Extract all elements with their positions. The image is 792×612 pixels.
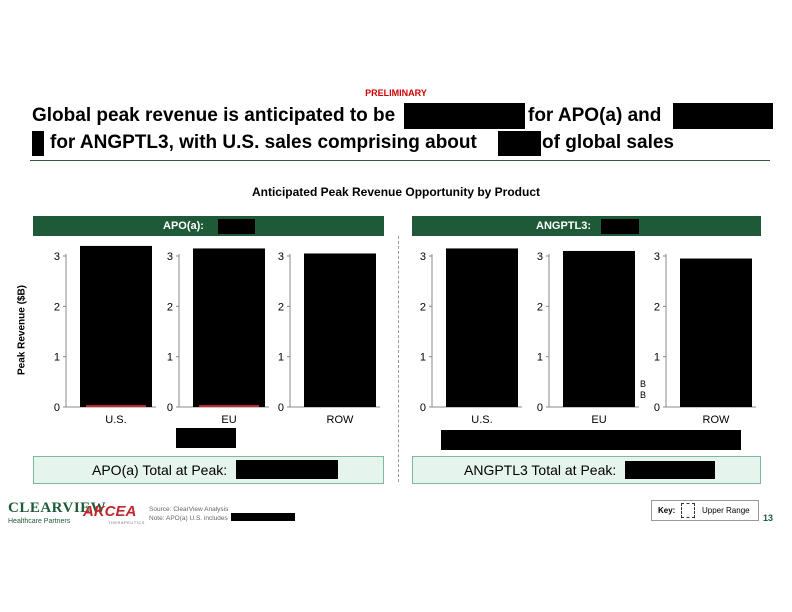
y-tick-label: 1	[654, 352, 660, 364]
panel-divider	[398, 236, 399, 482]
redacted-block	[498, 131, 541, 156]
apo-total-label: APO(a) Total at Peak:	[92, 462, 228, 478]
redacted-block	[441, 430, 741, 450]
x-category-label: EU	[591, 414, 606, 426]
y-tick-label: 0	[54, 402, 60, 414]
headline-line-1: Global peak revenue is anticipated to be	[32, 104, 772, 128]
y-tick-label: 2	[537, 301, 543, 313]
y-tick-label: 3	[654, 251, 660, 263]
y-tick-label: 0	[420, 402, 426, 414]
key-item-label: Upper Range	[702, 506, 750, 515]
angptl3-total-label: ANGPTL3 Total at Peak:	[464, 462, 617, 478]
redacted-block	[625, 461, 715, 479]
redacted-block	[601, 219, 639, 234]
apo-header-label: APO(a):	[163, 220, 204, 232]
bar	[80, 245, 152, 407]
preliminary-label: PRELIMINARY	[365, 88, 427, 98]
y-tick-label: 2	[54, 301, 60, 313]
apo-panel-header: APO(a):	[33, 216, 384, 236]
y-tick-label: 1	[167, 352, 173, 364]
source-note: Source: ClearView Analysis Note: APO(a) …	[149, 505, 228, 523]
key-label: Key:	[658, 506, 676, 515]
bar-annotation: B	[640, 379, 646, 389]
bar-base-accent	[86, 405, 146, 407]
redacted-block	[673, 103, 773, 129]
redacted-block	[176, 428, 236, 448]
angptl3-panel-header: ANGPTL3:	[412, 216, 761, 236]
y-tick-label: 1	[420, 352, 426, 364]
angptl3-total-box: ANGPTL3 Total at Peak:	[412, 456, 761, 484]
headline-text: for APO(a) and	[528, 105, 662, 126]
y-tick-label: 0	[278, 402, 284, 414]
akcea-logo-subtitle: THERAPEUTICS	[108, 520, 145, 525]
x-category-label: EU	[221, 414, 236, 426]
chart-title: Anticipated Peak Revenue Opportunity by …	[251, 185, 541, 199]
bar-annotation: B	[640, 390, 646, 400]
redacted-block	[32, 131, 44, 156]
headline-line-2: for ANGPTL3, with U.S. sales comprising …	[50, 132, 477, 153]
akcea-logo-text: AKCEA	[83, 503, 137, 520]
source-line: Source: ClearView Analysis	[149, 506, 229, 513]
bar	[193, 248, 265, 407]
y-tick-label: 1	[278, 352, 284, 364]
x-category-label: ROW	[327, 414, 355, 426]
x-category-label: U.S.	[105, 414, 126, 426]
akcea-logo: AKCEA	[83, 503, 136, 520]
y-tick-label: 0	[537, 402, 543, 414]
redacted-block	[236, 460, 338, 479]
clearview-logo-subtitle: Healthcare Partners	[8, 518, 71, 525]
y-tick-label: 1	[54, 352, 60, 364]
y-tick-label: 0	[654, 402, 660, 414]
redacted-block	[218, 219, 255, 234]
y-tick-label: 0	[167, 402, 173, 414]
y-tick-label: 3	[420, 251, 426, 263]
redacted-block	[231, 513, 295, 521]
y-tick-label: 3	[167, 251, 173, 263]
y-tick-label: 3	[54, 251, 60, 263]
y-tick-label: 1	[537, 352, 543, 364]
x-category-label: ROW	[703, 414, 731, 426]
page-number: 13	[763, 513, 774, 523]
bar	[446, 248, 518, 407]
y-tick-label: 2	[278, 301, 284, 313]
y-tick-label: 2	[167, 301, 173, 313]
redacted-block	[404, 103, 525, 129]
bar-base-accent	[199, 405, 259, 407]
y-tick-label: 2	[654, 301, 660, 313]
title-divider	[30, 160, 770, 161]
headline-text: of global sales	[542, 132, 674, 153]
upper-range-swatch	[681, 503, 695, 518]
note-line: Note: APO(a) U.S. includes	[149, 515, 228, 522]
bar	[680, 258, 752, 407]
y-tick-label: 2	[420, 301, 426, 313]
x-category-label: U.S.	[471, 414, 492, 426]
headline-text: Global peak revenue is anticipated to be	[32, 105, 396, 126]
y-tick-label: 3	[537, 251, 543, 263]
clearview-logo: CLEARVIEW	[8, 500, 107, 516]
y-tick-label: 3	[278, 251, 284, 263]
apo-total-box: APO(a) Total at Peak:	[33, 456, 384, 484]
legend-key: Key: Upper Range	[651, 500, 759, 521]
bar	[304, 253, 376, 407]
bar	[563, 250, 635, 407]
angptl3-header-label: ANGPTL3:	[536, 220, 591, 232]
